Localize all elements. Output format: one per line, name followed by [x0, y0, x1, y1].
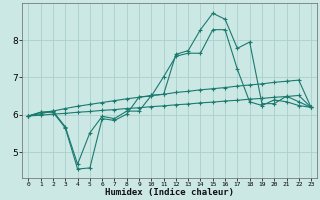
X-axis label: Humidex (Indice chaleur): Humidex (Indice chaleur)	[105, 188, 234, 197]
